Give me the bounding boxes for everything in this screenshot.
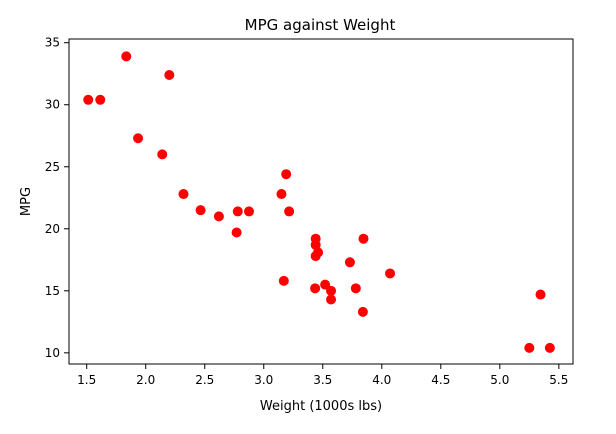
data-point	[232, 206, 243, 217]
x-tick-label: 4.5	[431, 373, 450, 387]
data-point	[157, 149, 168, 160]
y-axis-label: MPG	[19, 187, 34, 216]
points-layer	[83, 51, 555, 353]
x-tick-label: 4.0	[372, 373, 391, 387]
data-point	[320, 279, 331, 290]
data-point	[213, 211, 224, 222]
data-point	[310, 251, 321, 262]
data-point	[195, 205, 206, 216]
chart-title: MPG against Weight	[245, 16, 396, 34]
x-tick-label: 2.0	[136, 373, 155, 387]
y-tick-label: 10	[45, 346, 60, 360]
data-point	[244, 206, 254, 217]
data-point	[385, 268, 396, 279]
data-point	[326, 285, 337, 296]
y-tick-label: 25	[45, 160, 60, 174]
data-point	[358, 233, 369, 244]
y-tick-label: 35	[45, 36, 60, 50]
data-point	[231, 227, 242, 238]
y-tick-label: 20	[45, 222, 60, 236]
x-tick-label: 1.5	[77, 373, 96, 387]
data-point	[95, 94, 106, 105]
data-point	[344, 257, 355, 268]
data-point	[278, 275, 289, 286]
x-tick-label: 5.5	[549, 373, 568, 387]
tick-layer: 1.5 2.0 2.5 3.0 3.5 4.0 4.5 5.0 5.5 10 15 20 25 30 35	[45, 36, 569, 387]
y-tick-label: 30	[45, 98, 60, 112]
data-point	[310, 233, 321, 244]
data-point	[121, 51, 132, 62]
data-point	[178, 189, 189, 200]
x-tick-label: 3.0	[254, 373, 273, 387]
data-point	[350, 283, 361, 294]
x-tick-label: 3.5	[313, 373, 332, 387]
data-point	[310, 283, 321, 294]
data-point	[544, 342, 555, 353]
data-point	[276, 189, 287, 200]
data-point	[524, 342, 535, 353]
data-point	[133, 133, 144, 144]
x-tick-label: 5.0	[490, 373, 509, 387]
data-point	[83, 94, 94, 105]
y-tick-label: 15	[45, 284, 60, 298]
plot-frame	[68, 38, 574, 365]
data-point	[357, 306, 368, 317]
data-point	[281, 169, 292, 180]
x-tick-label: 2.5	[195, 373, 214, 387]
data-point	[284, 206, 295, 217]
data-point	[164, 69, 175, 80]
data-point	[535, 289, 546, 300]
data-point	[326, 294, 337, 305]
x-axis-label: Weight (1000s lbs)	[260, 399, 382, 414]
